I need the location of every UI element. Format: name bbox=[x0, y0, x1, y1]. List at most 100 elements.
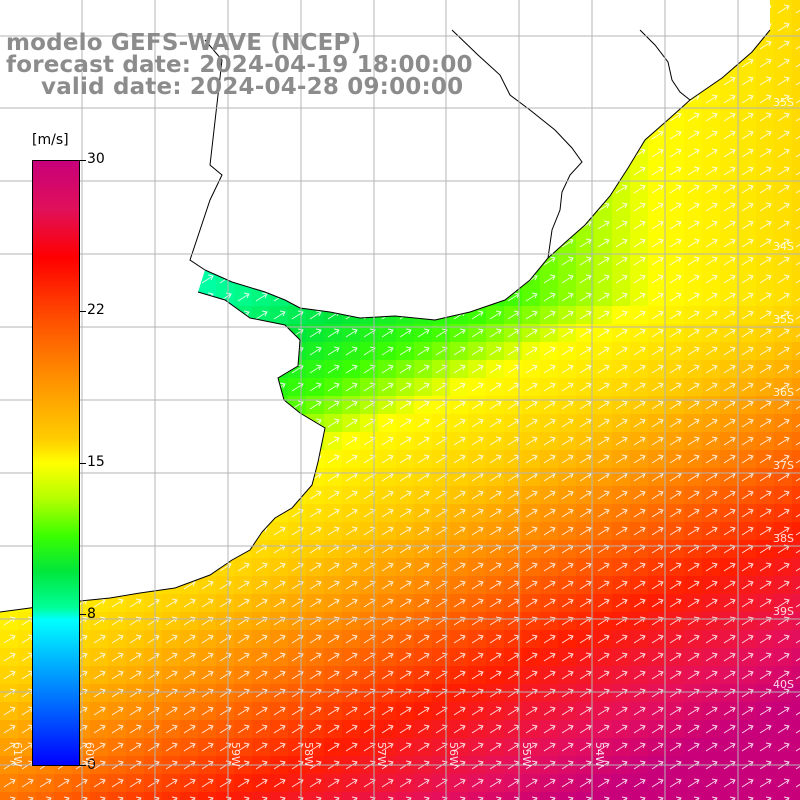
wind-arrow bbox=[3, 652, 16, 662]
wind-speed-cell bbox=[756, 666, 774, 684]
wind-speed-cell bbox=[594, 450, 612, 468]
wind-arrow bbox=[759, 634, 772, 644]
wind-arrow bbox=[327, 508, 340, 518]
wind-arrow bbox=[705, 724, 718, 734]
wind-arrow bbox=[489, 310, 502, 320]
wind-arrow bbox=[561, 490, 574, 500]
wind-arrow bbox=[579, 418, 592, 428]
wind-speed-cell bbox=[720, 558, 738, 576]
wind-arrow bbox=[345, 688, 358, 698]
wind-speed-cell bbox=[792, 180, 800, 198]
wind-arrow bbox=[705, 346, 718, 356]
wind-arrow bbox=[741, 688, 754, 698]
wind-speed-cell bbox=[594, 288, 612, 306]
wind-arrow bbox=[93, 724, 106, 734]
wind-speed-cell bbox=[540, 558, 558, 576]
wind-arrow bbox=[543, 274, 556, 284]
wind-speed-cell bbox=[756, 540, 774, 558]
wind-arrow bbox=[651, 202, 664, 212]
wind-speed-cell bbox=[756, 468, 774, 486]
wind-speed-cell bbox=[306, 324, 324, 342]
wind-speed-cell bbox=[702, 270, 720, 288]
wind-arrow bbox=[369, 796, 376, 800]
wind-arrow bbox=[579, 400, 592, 410]
wind-speed-cell bbox=[162, 702, 180, 720]
wind-speed-cell bbox=[738, 180, 756, 198]
wind-arrow bbox=[759, 130, 772, 140]
wind-arrow bbox=[597, 346, 610, 356]
wind-speed-cell bbox=[648, 522, 666, 540]
wind-speed-cell bbox=[558, 342, 576, 360]
wind-arrow bbox=[795, 495, 800, 500]
wind-speed-cell bbox=[720, 666, 738, 684]
wind-speed-cell bbox=[558, 522, 576, 540]
wind-speed-cell bbox=[756, 450, 774, 468]
wind-arrow bbox=[795, 783, 800, 788]
wind-arrow bbox=[633, 274, 646, 284]
wind-arrow bbox=[597, 310, 610, 320]
wind-arrow bbox=[597, 652, 610, 662]
wind-arrow bbox=[579, 724, 592, 734]
wind-arrow bbox=[183, 634, 196, 644]
wind-speed-cell bbox=[684, 486, 702, 504]
wind-arrow bbox=[795, 459, 800, 464]
wind-speed-cell bbox=[792, 414, 800, 432]
wind-speed-cell bbox=[630, 576, 648, 594]
wind-speed-cell bbox=[360, 486, 378, 504]
wind-arrow bbox=[687, 130, 700, 140]
wind-arrow bbox=[657, 796, 664, 800]
wind-arrow bbox=[615, 310, 628, 320]
wind-speed-cell bbox=[630, 540, 648, 558]
wind-speed-cell bbox=[378, 432, 396, 450]
wind-arrow bbox=[561, 562, 574, 572]
wind-speed-cell bbox=[738, 540, 756, 558]
wind-speed-cell bbox=[774, 774, 792, 792]
wind-speed-cell bbox=[306, 396, 324, 414]
wind-speed-cell bbox=[432, 450, 450, 468]
wind-arrow bbox=[345, 508, 358, 518]
wind-speed-cell bbox=[648, 774, 666, 792]
wind-arrow bbox=[615, 238, 628, 248]
wind-arrow bbox=[237, 562, 250, 572]
wind-speed-cell bbox=[666, 720, 684, 738]
wind-speed-cell bbox=[324, 666, 342, 684]
wind-speed-cell bbox=[306, 720, 324, 738]
wind-speed-cell bbox=[396, 594, 414, 612]
wind-speed-cell bbox=[432, 504, 450, 522]
lat-label: 40S bbox=[773, 678, 794, 691]
wind-speed-cell bbox=[450, 738, 468, 756]
wind-arrow bbox=[417, 598, 430, 608]
wind-speed-cell bbox=[162, 720, 180, 738]
wind-speed-cell bbox=[216, 792, 234, 800]
colorbar-tick-label: 22 bbox=[87, 302, 105, 318]
wind-arrow bbox=[675, 796, 682, 800]
wind-speed-cell bbox=[612, 216, 630, 234]
wind-speed-cell bbox=[414, 576, 432, 594]
wind-speed-cell bbox=[378, 360, 396, 378]
wind-arrow bbox=[669, 166, 682, 176]
wind-speed-cell bbox=[414, 378, 432, 396]
wind-arrow bbox=[651, 562, 664, 572]
wind-arrow bbox=[633, 598, 646, 608]
wind-speed-cell bbox=[540, 792, 558, 800]
lon-label: 58W bbox=[302, 742, 315, 767]
wind-speed-cell bbox=[324, 648, 342, 666]
wind-arrow bbox=[777, 364, 790, 374]
wind-arrow bbox=[417, 418, 430, 428]
wind-speed-cell bbox=[774, 504, 792, 522]
wind-arrow bbox=[129, 652, 142, 662]
wind-arrow bbox=[615, 508, 628, 518]
wind-arrow bbox=[345, 436, 358, 446]
wind-speed-cell bbox=[270, 684, 288, 702]
wind-arrow bbox=[399, 526, 412, 536]
wind-speed-cell bbox=[702, 576, 720, 594]
wind-arrow bbox=[327, 364, 340, 374]
wind-speed-cell bbox=[486, 558, 504, 576]
wind-speed-cell bbox=[342, 432, 360, 450]
wind-speed-cell bbox=[738, 162, 756, 180]
wind-speed-cell bbox=[162, 594, 180, 612]
wind-arrow bbox=[795, 279, 800, 284]
wind-arrow bbox=[381, 454, 394, 464]
wind-arrow bbox=[129, 706, 142, 716]
